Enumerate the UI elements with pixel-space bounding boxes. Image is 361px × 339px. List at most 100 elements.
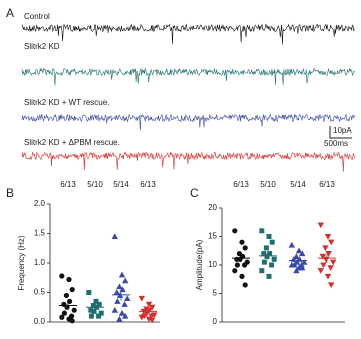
trace-label: Control — [24, 12, 50, 21]
y-tick-label: 0.0 — [34, 317, 46, 326]
trace — [21, 113, 355, 131]
point — [88, 307, 94, 313]
point — [111, 307, 118, 313]
group-count: 5/10 — [87, 180, 103, 189]
point — [71, 307, 77, 313]
point — [96, 313, 102, 319]
point — [118, 271, 126, 278]
point — [266, 273, 272, 279]
point — [124, 295, 131, 301]
scale-x-label: 500ms — [324, 139, 348, 148]
point — [295, 247, 303, 254]
point — [69, 286, 75, 293]
y-tick-label: 1.5 — [34, 229, 46, 238]
point — [232, 268, 238, 274]
point — [299, 264, 306, 271]
point — [242, 282, 248, 288]
y-tick-label: 0 — [213, 317, 218, 326]
point — [122, 312, 129, 319]
point — [116, 283, 123, 290]
y-axis-label: Frequency (Hz) — [17, 235, 26, 290]
point — [317, 268, 324, 274]
point — [93, 298, 99, 304]
point — [293, 253, 300, 260]
point — [88, 313, 94, 319]
point — [122, 277, 129, 284]
group-count: 5/10 — [260, 180, 276, 189]
point — [66, 276, 72, 283]
group-count: 6/13 — [60, 180, 76, 189]
point — [118, 309, 126, 316]
point — [288, 261, 295, 268]
point — [111, 233, 118, 240]
point — [90, 302, 96, 308]
point — [59, 273, 65, 279]
y-tick-label: 5 — [213, 289, 218, 298]
point — [234, 262, 240, 268]
point — [113, 289, 120, 296]
point — [148, 313, 155, 320]
point — [63, 292, 69, 299]
point — [143, 310, 151, 317]
trace-label: Slitrk2 KD + ΔPBM rescue. — [24, 138, 120, 147]
point — [325, 251, 332, 257]
point — [237, 256, 243, 262]
y-axis-label: Amplitude(pA) — [195, 239, 204, 290]
y-tick-label: 1.0 — [34, 258, 46, 267]
point — [59, 314, 65, 320]
point — [261, 259, 267, 265]
point — [330, 259, 337, 266]
point — [261, 251, 267, 257]
point — [293, 258, 301, 265]
point — [96, 301, 102, 307]
point — [146, 307, 153, 314]
scale-y-label: 10pA — [333, 126, 352, 135]
point — [138, 295, 145, 302]
point — [239, 239, 245, 245]
point — [271, 256, 277, 262]
point — [138, 314, 145, 321]
panel-label: C — [190, 186, 199, 200]
group-count: 5/14 — [290, 180, 306, 189]
point — [149, 304, 156, 311]
point — [149, 317, 156, 324]
panel-label: A — [6, 6, 14, 20]
point — [259, 228, 265, 234]
point — [267, 251, 273, 257]
scale-bar — [329, 126, 352, 139]
panel-label: B — [6, 186, 14, 200]
point — [232, 228, 238, 234]
y-tick-label: 10 — [208, 260, 217, 269]
trace-label: Slitrk2 KD — [24, 42, 60, 51]
point — [91, 308, 97, 314]
point — [328, 282, 335, 289]
point — [259, 268, 265, 274]
point — [116, 315, 123, 322]
point — [288, 241, 295, 248]
point — [263, 245, 269, 251]
point — [145, 301, 153, 308]
point — [242, 262, 248, 268]
trace — [21, 23, 355, 45]
point — [322, 245, 329, 252]
group-count: 6/13 — [233, 180, 249, 189]
point — [86, 290, 92, 295]
point — [324, 233, 332, 240]
point — [69, 318, 75, 324]
point — [320, 262, 327, 269]
point — [114, 298, 121, 304]
point — [324, 273, 332, 280]
point — [98, 310, 104, 316]
point — [328, 239, 335, 246]
y-tick-label: 0.5 — [34, 288, 46, 297]
y-tick-label: 15 — [208, 232, 217, 241]
point — [319, 253, 326, 260]
point — [322, 256, 330, 263]
point — [317, 222, 324, 229]
group-count: 5/14 — [113, 180, 129, 189]
point — [242, 245, 248, 251]
point — [293, 267, 300, 274]
point — [61, 310, 67, 316]
point — [327, 265, 334, 272]
